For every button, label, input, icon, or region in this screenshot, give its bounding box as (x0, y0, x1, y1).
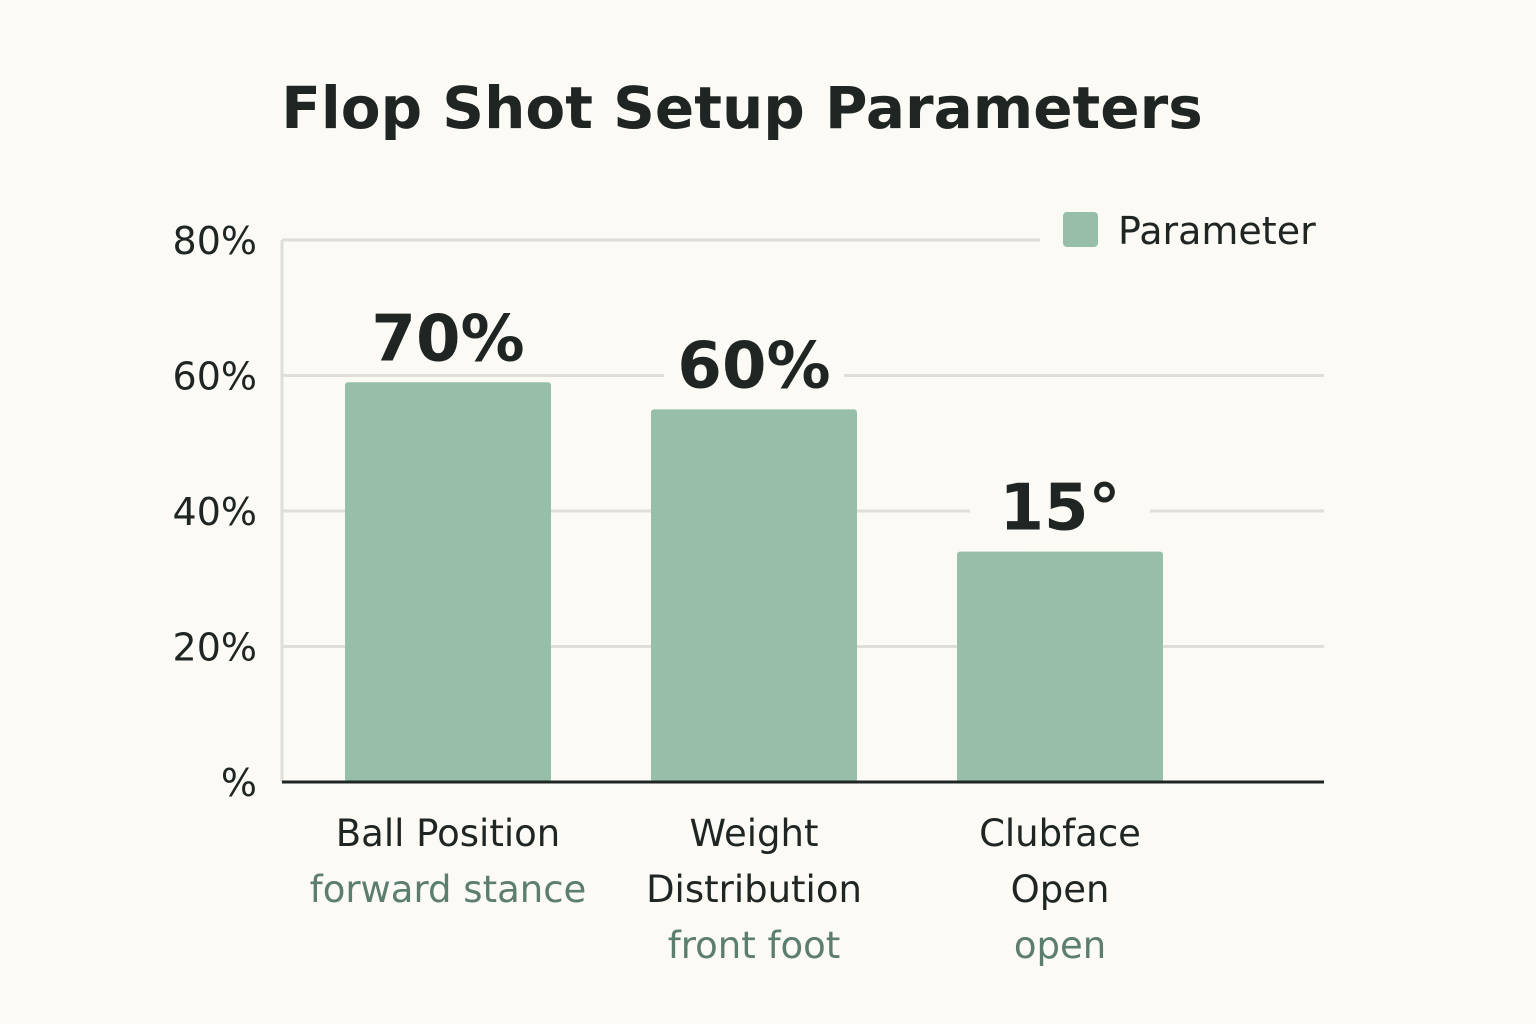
label-layer: % 20% 40% 60% 80% 70% Ball Position forward sta… (173, 219, 1150, 967)
y-tick-label: 60% (173, 355, 257, 399)
category-label: Distribution (646, 868, 862, 911)
bar (651, 409, 857, 782)
data-label: 15° (999, 472, 1120, 546)
data-label-bg (970, 473, 1150, 540)
category-sublabel: open (1014, 924, 1106, 967)
category-label: Weight (690, 812, 819, 855)
y-tick-label: % (221, 761, 257, 805)
category-label: Clubface (979, 812, 1141, 855)
category-label: Ball Position (336, 812, 560, 855)
category-sublabel: forward stance (310, 868, 587, 911)
legend-swatch (1063, 212, 1098, 247)
bar (345, 382, 551, 782)
y-tick-label: 80% (173, 219, 257, 263)
data-label-bg (664, 331, 844, 398)
category-sublabel: front foot (668, 924, 841, 967)
chart-title: Flop Shot Setup Parameters (281, 74, 1203, 142)
legend-label: Parameter (1118, 209, 1316, 253)
data-label-bg (358, 304, 538, 371)
data-label: 60% (677, 329, 830, 403)
data-label: 70% (371, 302, 524, 376)
y-tick-label: 40% (173, 490, 257, 534)
category-label: Open (1011, 868, 1110, 911)
y-tick-label: 20% (173, 626, 257, 670)
bar-layer (345, 382, 1163, 782)
legend: Parameter (1040, 209, 1330, 255)
bar (957, 551, 1163, 782)
